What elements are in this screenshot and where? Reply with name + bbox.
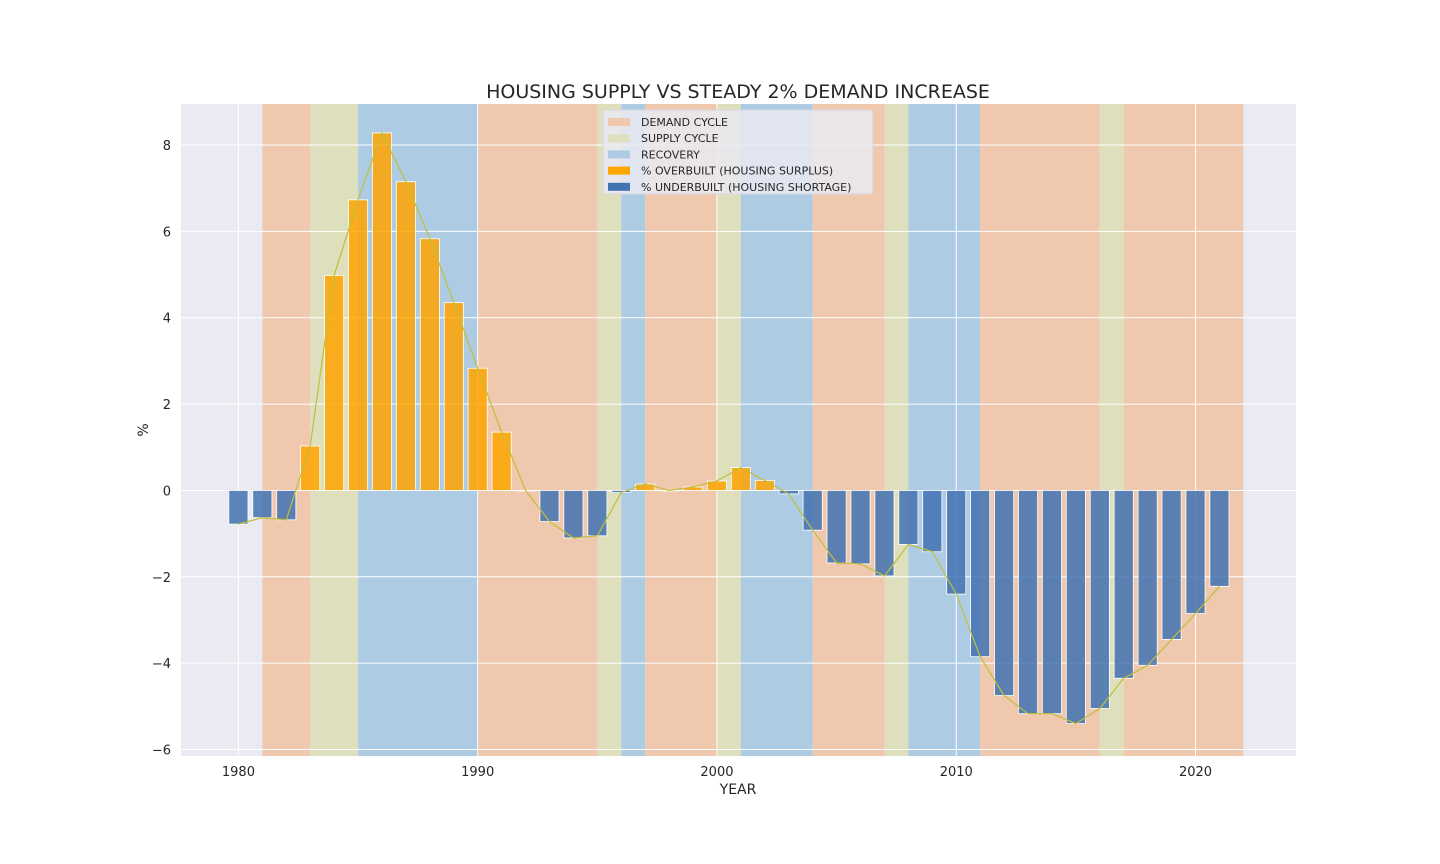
legend-label-demand: DEMAND CYCLE [641,116,728,129]
cycle-band-recovery [908,104,981,756]
underbuilt-bar [539,490,560,522]
underbuilt-bar [1185,490,1206,614]
x-tick-label: 2010 [940,765,973,780]
underbuilt-bar [1089,490,1110,709]
underbuilt-bar [826,490,847,564]
y-tick-label: 8 [163,139,171,154]
underbuilt-bar [1018,490,1038,715]
overbuilt-bar [372,132,392,491]
cycle-band-demand [645,104,717,756]
legend-box [602,109,874,195]
cycle-band-recovery [621,104,646,756]
legend-label-underbuilt: % UNDERBUILT (HOUSING SHORTAGE) [641,181,851,194]
underbuilt-bar [994,490,1015,696]
chart-title: HOUSING SUPPLY VS STEADY 2% DEMAND INCRE… [486,81,990,103]
y-tick-label: 0 [163,484,171,499]
cycle-band-demand [812,104,885,756]
legend-swatch-recovery [608,150,630,159]
underbuilt-bar [1041,490,1062,715]
y-axis-label: % [136,423,152,436]
trend-line-group [238,131,1220,725]
underbuilt-bar [850,490,871,565]
trend-line [238,131,1220,725]
legend-label-overbuilt: % OVERBUILT (HOUSING SURPLUS) [641,165,833,178]
x-tick-label: 2020 [1179,765,1212,780]
cycle-band-demand [262,104,311,756]
underbuilt-bar [587,490,608,537]
underbuilt-bar [1137,490,1158,666]
underbuilt-bar [228,490,249,525]
underbuilt-bar [1209,490,1230,587]
underbuilt-bar [252,490,273,519]
underbuilt-bar [970,490,991,658]
cycle-band-supply [884,104,909,756]
underbuilt-bar [1113,490,1134,679]
y-tick-label: −2 [152,571,171,586]
underbuilt-bar [802,490,823,531]
underbuilt-bar [874,490,895,577]
x-axis-label: YEAR [719,782,757,798]
legend-swatch-demand [608,118,630,126]
overbuilt-bar [491,431,512,491]
overbuilt-bar [419,238,440,491]
underbuilt-bar [922,490,943,553]
y-tick-label: −6 [152,744,171,759]
legend-swatch-overbuilt [608,166,630,175]
overbuilt-bar [443,302,464,491]
underbuilt-bar [898,490,919,545]
legend-swatch-underbuilt [608,182,630,191]
underbuilt-bar [563,490,584,539]
legend: DEMAND CYCLE SUPPLY CYCLE RECOVERY % OVERBU… [602,109,874,195]
x-tick-label: 1980 [222,765,255,780]
y-tick-label: 6 [163,225,171,240]
x-axis-ticks: 1980 1990 2000 2010 2020 [222,765,1212,780]
x-tick-label: 1990 [461,765,494,780]
underbuilt-bar [946,490,967,595]
underbuilt-bar [276,490,297,521]
cycle-band-demand [477,104,598,756]
y-tick-label: 4 [163,312,171,327]
underbuilt-bar [1161,490,1182,640]
y-tick-label: 2 [163,398,171,413]
overbuilt-bar [348,199,369,491]
legend-label-recovery: RECOVERY [641,148,700,161]
legend-label-supply: SUPPLY CYCLE [641,132,719,145]
cycle-band-recovery [740,104,813,756]
overbuilt-bar [635,483,656,491]
y-axis-ticks: −6 −4 −2 0 2 4 6 8 [152,139,171,759]
cycle-band-supply [716,104,741,756]
y-tick-label: −4 [152,657,171,672]
overbuilt-bar [754,480,775,491]
overbuilt-bar [324,275,345,491]
overbuilt-bar [395,181,416,491]
legend-swatch-supply [608,134,630,143]
x-tick-label: 2000 [700,765,733,780]
underbuilt-bar [1065,490,1086,725]
cycle-band-supply [597,104,622,756]
